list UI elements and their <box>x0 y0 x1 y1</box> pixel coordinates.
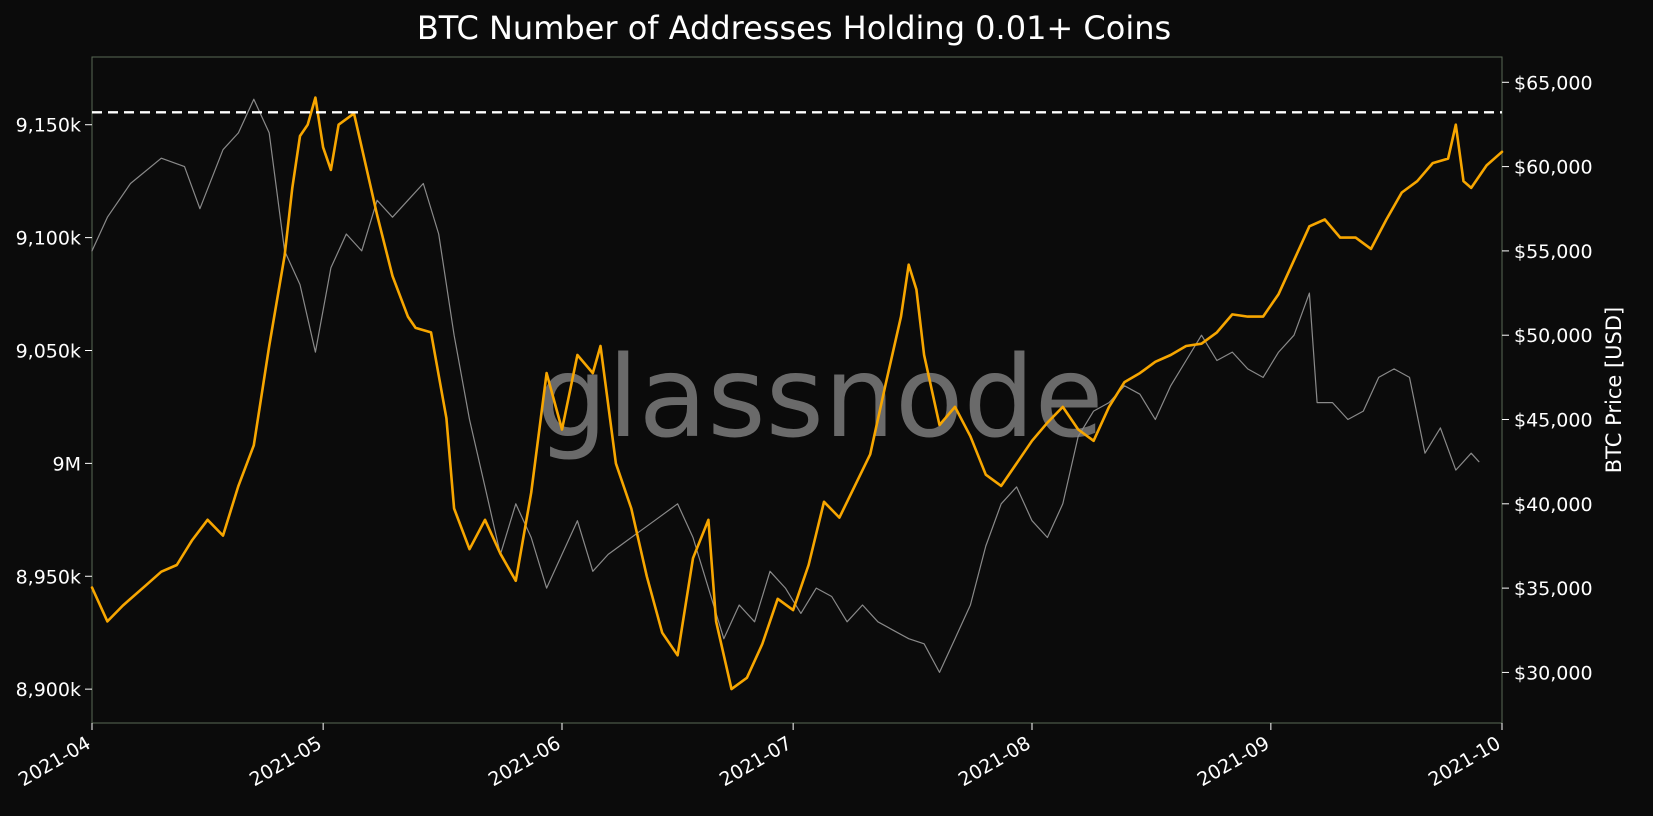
right-tick-label: $55,000 <box>1514 241 1593 263</box>
chart-title: BTC Number of Addresses Holding 0.01+ Co… <box>417 9 1171 47</box>
right-axis-label: BTC Price [USD] <box>1602 307 1626 474</box>
left-tick-label: 9,050k <box>16 340 81 362</box>
watermark: glassnode <box>536 333 1103 463</box>
left-tick-label: 9M <box>53 453 81 475</box>
left-tick-label: 9,100k <box>16 228 81 250</box>
right-tick-label: $60,000 <box>1514 157 1593 179</box>
right-axis: $30,000 $35,000 $40,000 $45,000 $50,000 $55,0… <box>1502 72 1593 684</box>
price-series-line <box>91 98 1480 673</box>
right-tick-label: $45,000 <box>1514 410 1593 432</box>
right-tick-label: $35,000 <box>1514 578 1593 600</box>
right-tick-label: $40,000 <box>1514 494 1593 516</box>
left-tick-label: 9,150k <box>16 115 81 137</box>
left-tick-label: 8,950k <box>16 566 81 588</box>
plot-frame <box>91 56 1503 724</box>
right-tick-label: $30,000 <box>1514 662 1593 684</box>
left-tick-label: 8,900k <box>16 679 81 701</box>
right-tick-label: $50,000 <box>1514 325 1593 347</box>
addresses-series-line <box>90 96 1504 691</box>
right-tick-label: $65,000 <box>1514 72 1593 94</box>
series-layer <box>90 96 1504 691</box>
left-axis: 8,900k 8,950k 9M 9,050k 9,100k 9,150k <box>16 115 92 701</box>
